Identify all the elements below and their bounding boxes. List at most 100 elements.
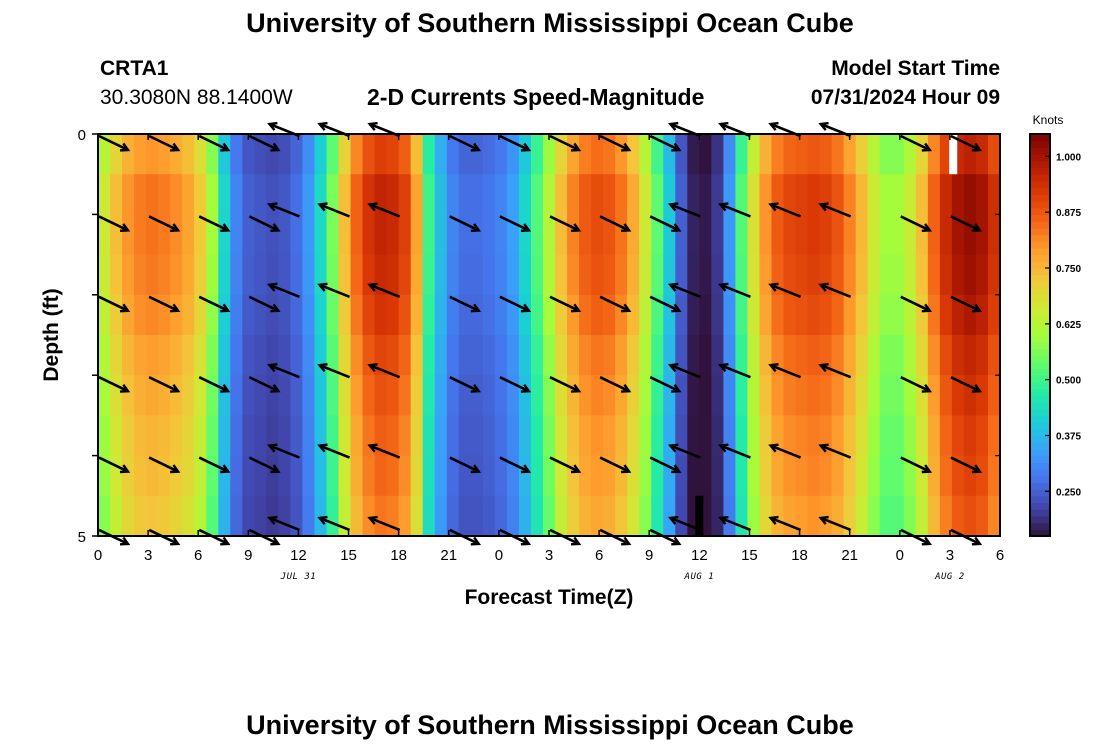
heat-cell <box>579 134 592 175</box>
heat-cell <box>386 174 400 215</box>
current-vector-arrow <box>950 134 983 152</box>
heat-cell <box>122 134 135 175</box>
heat-cell <box>290 335 304 376</box>
heat-cell <box>843 254 857 296</box>
heat-cell <box>711 415 724 457</box>
colorbar-swatch <box>1030 482 1050 490</box>
heat-cell <box>470 335 484 376</box>
heat-cell <box>879 455 893 497</box>
heat-cell <box>278 134 292 175</box>
current-vector-arrow <box>649 376 682 393</box>
colorbar-tick-label: 0.250 <box>1056 487 1081 498</box>
heat-cell <box>675 455 688 497</box>
heat-cell <box>975 174 989 215</box>
heat-cell <box>194 254 207 296</box>
heat-cell <box>939 415 953 457</box>
heat-cell <box>867 294 881 336</box>
heat-cell <box>795 375 809 416</box>
colorbar-swatch <box>1030 388 1050 396</box>
heat-cell <box>146 134 159 175</box>
colorbar-swatch <box>1030 254 1050 262</box>
heat-cell <box>110 134 123 175</box>
heat-cell <box>771 294 785 336</box>
heat-cell <box>807 455 821 497</box>
heat-cell <box>254 415 267 457</box>
colorbar-swatch <box>1030 448 1050 457</box>
heat-cell <box>170 214 183 256</box>
heat-cell <box>603 335 616 376</box>
heat-cell <box>795 335 809 376</box>
heat-cell <box>591 495 604 537</box>
colorbar-swatch <box>1030 509 1050 517</box>
y-axis-label: Depth (ft) <box>40 288 63 381</box>
heat-cell <box>867 415 881 457</box>
heat-cell <box>542 174 556 215</box>
heat-cell <box>254 495 267 537</box>
heat-cell <box>723 294 737 336</box>
heat-cell <box>446 415 460 457</box>
x-tick-label: 21 <box>841 547 858 564</box>
heat-cell <box>230 134 243 175</box>
heat-cell <box>951 335 965 376</box>
heat-cell <box>903 455 917 497</box>
current-vector-arrow <box>267 443 300 459</box>
heat-cell <box>218 134 231 175</box>
heat-cell <box>134 134 147 175</box>
heat-cell <box>555 415 568 457</box>
current-vector-arrow <box>317 363 351 379</box>
x-tick-label: 0 <box>896 547 904 564</box>
heat-cell <box>230 455 243 497</box>
heat-cell <box>422 415 436 457</box>
heat-cell <box>699 294 712 336</box>
heat-cell <box>615 254 628 296</box>
heat-cell <box>915 174 929 215</box>
y-tick-label: 5 <box>78 529 86 546</box>
heat-cell <box>843 294 857 336</box>
current-vector-arrow <box>449 456 482 474</box>
heat-cell <box>542 254 556 296</box>
current-vector-arrow <box>668 363 701 379</box>
heat-cell <box>530 174 544 215</box>
heat-cell <box>591 134 604 175</box>
heat-cell <box>795 214 809 256</box>
heat-cell <box>542 214 556 256</box>
colorbar-swatch <box>1030 187 1050 195</box>
heat-cell <box>398 134 412 175</box>
heat-cell <box>615 214 628 256</box>
colorbar-swatch <box>1030 368 1050 376</box>
heat-cell <box>218 214 231 256</box>
heat-cell <box>110 294 123 336</box>
heat-cell <box>759 214 773 256</box>
heat-cell <box>615 134 628 175</box>
heat-cell <box>170 134 183 175</box>
heat-cell <box>278 495 292 537</box>
heat-cell <box>651 375 664 416</box>
heat-cell <box>963 294 977 336</box>
heat-cell <box>338 174 352 215</box>
x-tick-label: 9 <box>645 547 653 564</box>
heat-cell <box>266 294 279 336</box>
heat-cell <box>603 415 616 457</box>
heat-cell <box>759 335 773 376</box>
current-vector-arrow <box>549 215 582 233</box>
colorbar-swatch <box>1030 174 1050 182</box>
heat-cell <box>591 455 604 497</box>
heat-cell <box>206 174 219 215</box>
colorbar-swatch <box>1030 180 1050 189</box>
heat-cell <box>927 134 941 175</box>
colorbar-swatch <box>1030 140 1050 148</box>
page-title: University of Southern Mississippi Ocean… <box>246 8 854 38</box>
colorbar-swatch <box>1030 475 1050 483</box>
colorbar-swatch <box>1030 469 1050 477</box>
heat-cell <box>579 415 592 457</box>
heat-cell <box>603 375 616 416</box>
current-vectors <box>98 121 983 546</box>
heat-cell <box>831 254 845 296</box>
heat-cell <box>807 134 821 175</box>
heat-cell <box>687 455 700 497</box>
heat-cell <box>530 495 544 537</box>
heat-cell <box>254 174 267 215</box>
heat-cell <box>470 415 484 457</box>
heat-cell <box>603 174 616 215</box>
heat-cell <box>326 294 340 336</box>
